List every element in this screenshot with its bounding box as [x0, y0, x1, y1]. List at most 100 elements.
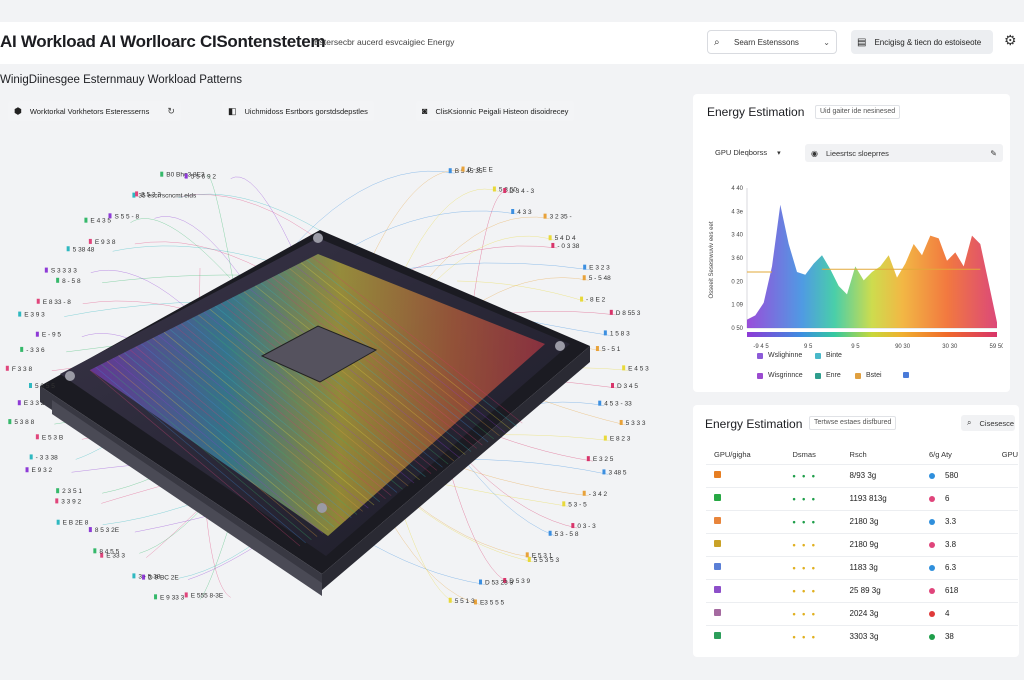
table-row[interactable]: • • • 1183 3g 6.3 [706, 555, 1018, 579]
gpu-status-dot [928, 495, 935, 502]
column-header[interactable]: 6/g Aty [928, 450, 952, 460]
chip-trace [180, 323, 392, 496]
viz-label: 5 38 48 [73, 246, 95, 253]
table-row[interactable]: • • • 2024 3g 4 [706, 601, 1018, 625]
row-color-swatch [714, 586, 721, 593]
legend-item[interactable]: Enre [815, 372, 841, 379]
chip-screw [555, 341, 565, 351]
row-gpu-cell: 618 [920, 578, 1018, 602]
viz-label: E 33 3 [106, 553, 125, 560]
column-header[interactable]: Rsch [849, 450, 867, 460]
table-row[interactable]: • • • 2180 9g 3.8 [706, 532, 1018, 556]
viz-label: E3 5 5 5 [480, 599, 505, 606]
label-marker [5, 365, 9, 371]
viz-labels: E 555 8-3E B 5 45 35 E 9 33 3 0 - 8 E E D 9 … [5, 166, 649, 606]
label-marker [36, 298, 40, 304]
y-tick-label: 4 40 [731, 186, 743, 192]
top-bar: AI Workload AI Worlloarc CISontenstetem … [0, 22, 1024, 64]
y-tick-label: 0 50 [731, 326, 743, 332]
gpu-dropdown[interactable]: GPU Dleqborss ▾ [715, 148, 781, 157]
row-gpu-cell: 3.3 [920, 509, 1018, 533]
gpu-value: 6 [944, 494, 950, 503]
viz-label: E 3 2 3 [589, 265, 610, 272]
label-marker [586, 456, 590, 462]
gear-icon[interactable]: ⚙ [1004, 32, 1017, 48]
y-axis-label: Osseeit Sesesrwuviv ees eet [709, 221, 715, 298]
label-marker [598, 400, 602, 406]
legend-item[interactable]: Wslighinne [757, 352, 802, 359]
x-tick-label: 9 5 [804, 344, 813, 350]
viz-label: 3 5 3 3 [141, 191, 161, 198]
filter-chip-history[interactable]: ◙ ClisKsionnic Peigali Histeon disoidrec… [416, 101, 575, 121]
legend-swatch [757, 372, 763, 379]
chip-trace [123, 352, 335, 528]
viz-label: 3 2 35 - [550, 214, 572, 221]
chip-trace [255, 285, 466, 455]
table-row[interactable]: • • • 25 89 3g 618 [706, 578, 1018, 602]
viz-label: 35 escrrscncmt elds [138, 193, 197, 200]
label-marker [602, 469, 606, 475]
row-color-swatch [714, 494, 721, 501]
label-marker [18, 311, 22, 317]
column-header[interactable]: GPU/gigha [714, 450, 751, 460]
row-color-cell [706, 532, 785, 556]
chip-trace [209, 308, 420, 481]
label-marker [582, 490, 586, 496]
legend-label: Bstei [866, 372, 882, 379]
viz-label: S 3 3 3 3 [51, 268, 77, 275]
search-icon: ⌕ [714, 36, 720, 48]
legend-swatch [757, 352, 763, 359]
legend-item[interactable]: Bstei [855, 372, 882, 379]
label-marker [132, 192, 136, 198]
chip-screw [313, 233, 323, 243]
connection-line [130, 218, 231, 279]
chip-trace [163, 332, 375, 506]
viz-label: 8 5 3 2E [95, 527, 120, 534]
table-row[interactable]: • • • 2180 3g 3.3 [706, 509, 1018, 533]
chip-trace [135, 346, 346, 522]
viz-label: 5 3 8 8 [14, 419, 34, 426]
table-search-button[interactable]: ⌕ Cisesesce [961, 415, 1015, 431]
filter-chip-patterns[interactable]: ◧ Uichmidoss Esrtbors gorstdsdepstles [222, 101, 374, 121]
viz-label: - 3 3 6 [26, 347, 45, 354]
connection-line [456, 280, 587, 302]
chip-heatmap [90, 254, 545, 536]
legend-item[interactable]: Binte [815, 352, 842, 359]
lock-icon: ◙ [422, 106, 428, 116]
chip-trace [106, 361, 318, 537]
energy-action-button[interactable]: ▤ Encigisg & tiecn do estoiseote [851, 30, 993, 54]
legend-item[interactable]: Wisgrinnce [757, 372, 803, 379]
viz-label: 1 5 8 3 [610, 330, 630, 337]
filter-chip-workload[interactable]: ⬢ Worktorkal Vorkhetors Esteresserns ↻ [8, 101, 181, 121]
x-tick-label: 9 5 [851, 344, 860, 350]
chip-trace [232, 297, 443, 468]
status-dots: • • • [792, 516, 817, 527]
label-marker [20, 346, 24, 352]
label-marker [609, 309, 613, 315]
column-header[interactable]: GPU [1001, 450, 1018, 460]
row-value-cell: 1193 813g [841, 486, 921, 510]
label-marker [448, 168, 452, 174]
energy-action-label: Encigisg & tiecn do estoiseote [874, 37, 982, 47]
legend-item[interactable] [903, 372, 914, 378]
viz-label: 4 3 3 [517, 209, 532, 216]
label-marker [8, 419, 12, 425]
label-marker [35, 331, 39, 337]
viz-label: D 8 55 3 [616, 310, 641, 317]
chart-filter-input[interactable]: ◉ Lieesrtsc sloeprres ✎ [805, 144, 1003, 162]
table-row[interactable]: • • • 8/93 3g 580 [706, 463, 1018, 487]
y-tick-label: 1 09 [731, 303, 743, 309]
search-input[interactable]: ⌕ Searn Estenssons ⌄ [707, 30, 837, 54]
chip-trace [237, 294, 449, 465]
table-row[interactable]: • • • 3303 3g 38 [706, 624, 1018, 648]
status-dots: • • • [792, 470, 817, 481]
viz-label: 8 4 5 5 [99, 548, 119, 555]
viz-label: 5 3 3 3 [626, 420, 646, 427]
viz-label: E 3 2 5 [593, 456, 614, 463]
chip-traces [89, 256, 523, 547]
column-header[interactable]: Dsmas [792, 450, 816, 460]
gpu-dropdown-label: GPU Dleqborss [715, 148, 768, 157]
viz-label: - 3 3 38 [36, 454, 58, 461]
table-row[interactable]: • • • 1193 813g 6 [706, 486, 1018, 510]
label-marker [603, 435, 607, 441]
